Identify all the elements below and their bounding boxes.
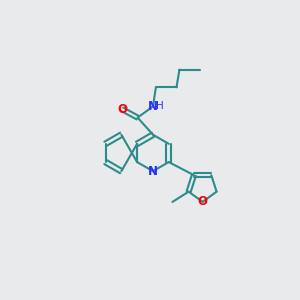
Text: N: N	[148, 165, 158, 178]
Text: O: O	[117, 103, 127, 116]
Text: N: N	[148, 100, 158, 113]
Text: O: O	[198, 195, 208, 208]
Text: H: H	[156, 101, 164, 111]
